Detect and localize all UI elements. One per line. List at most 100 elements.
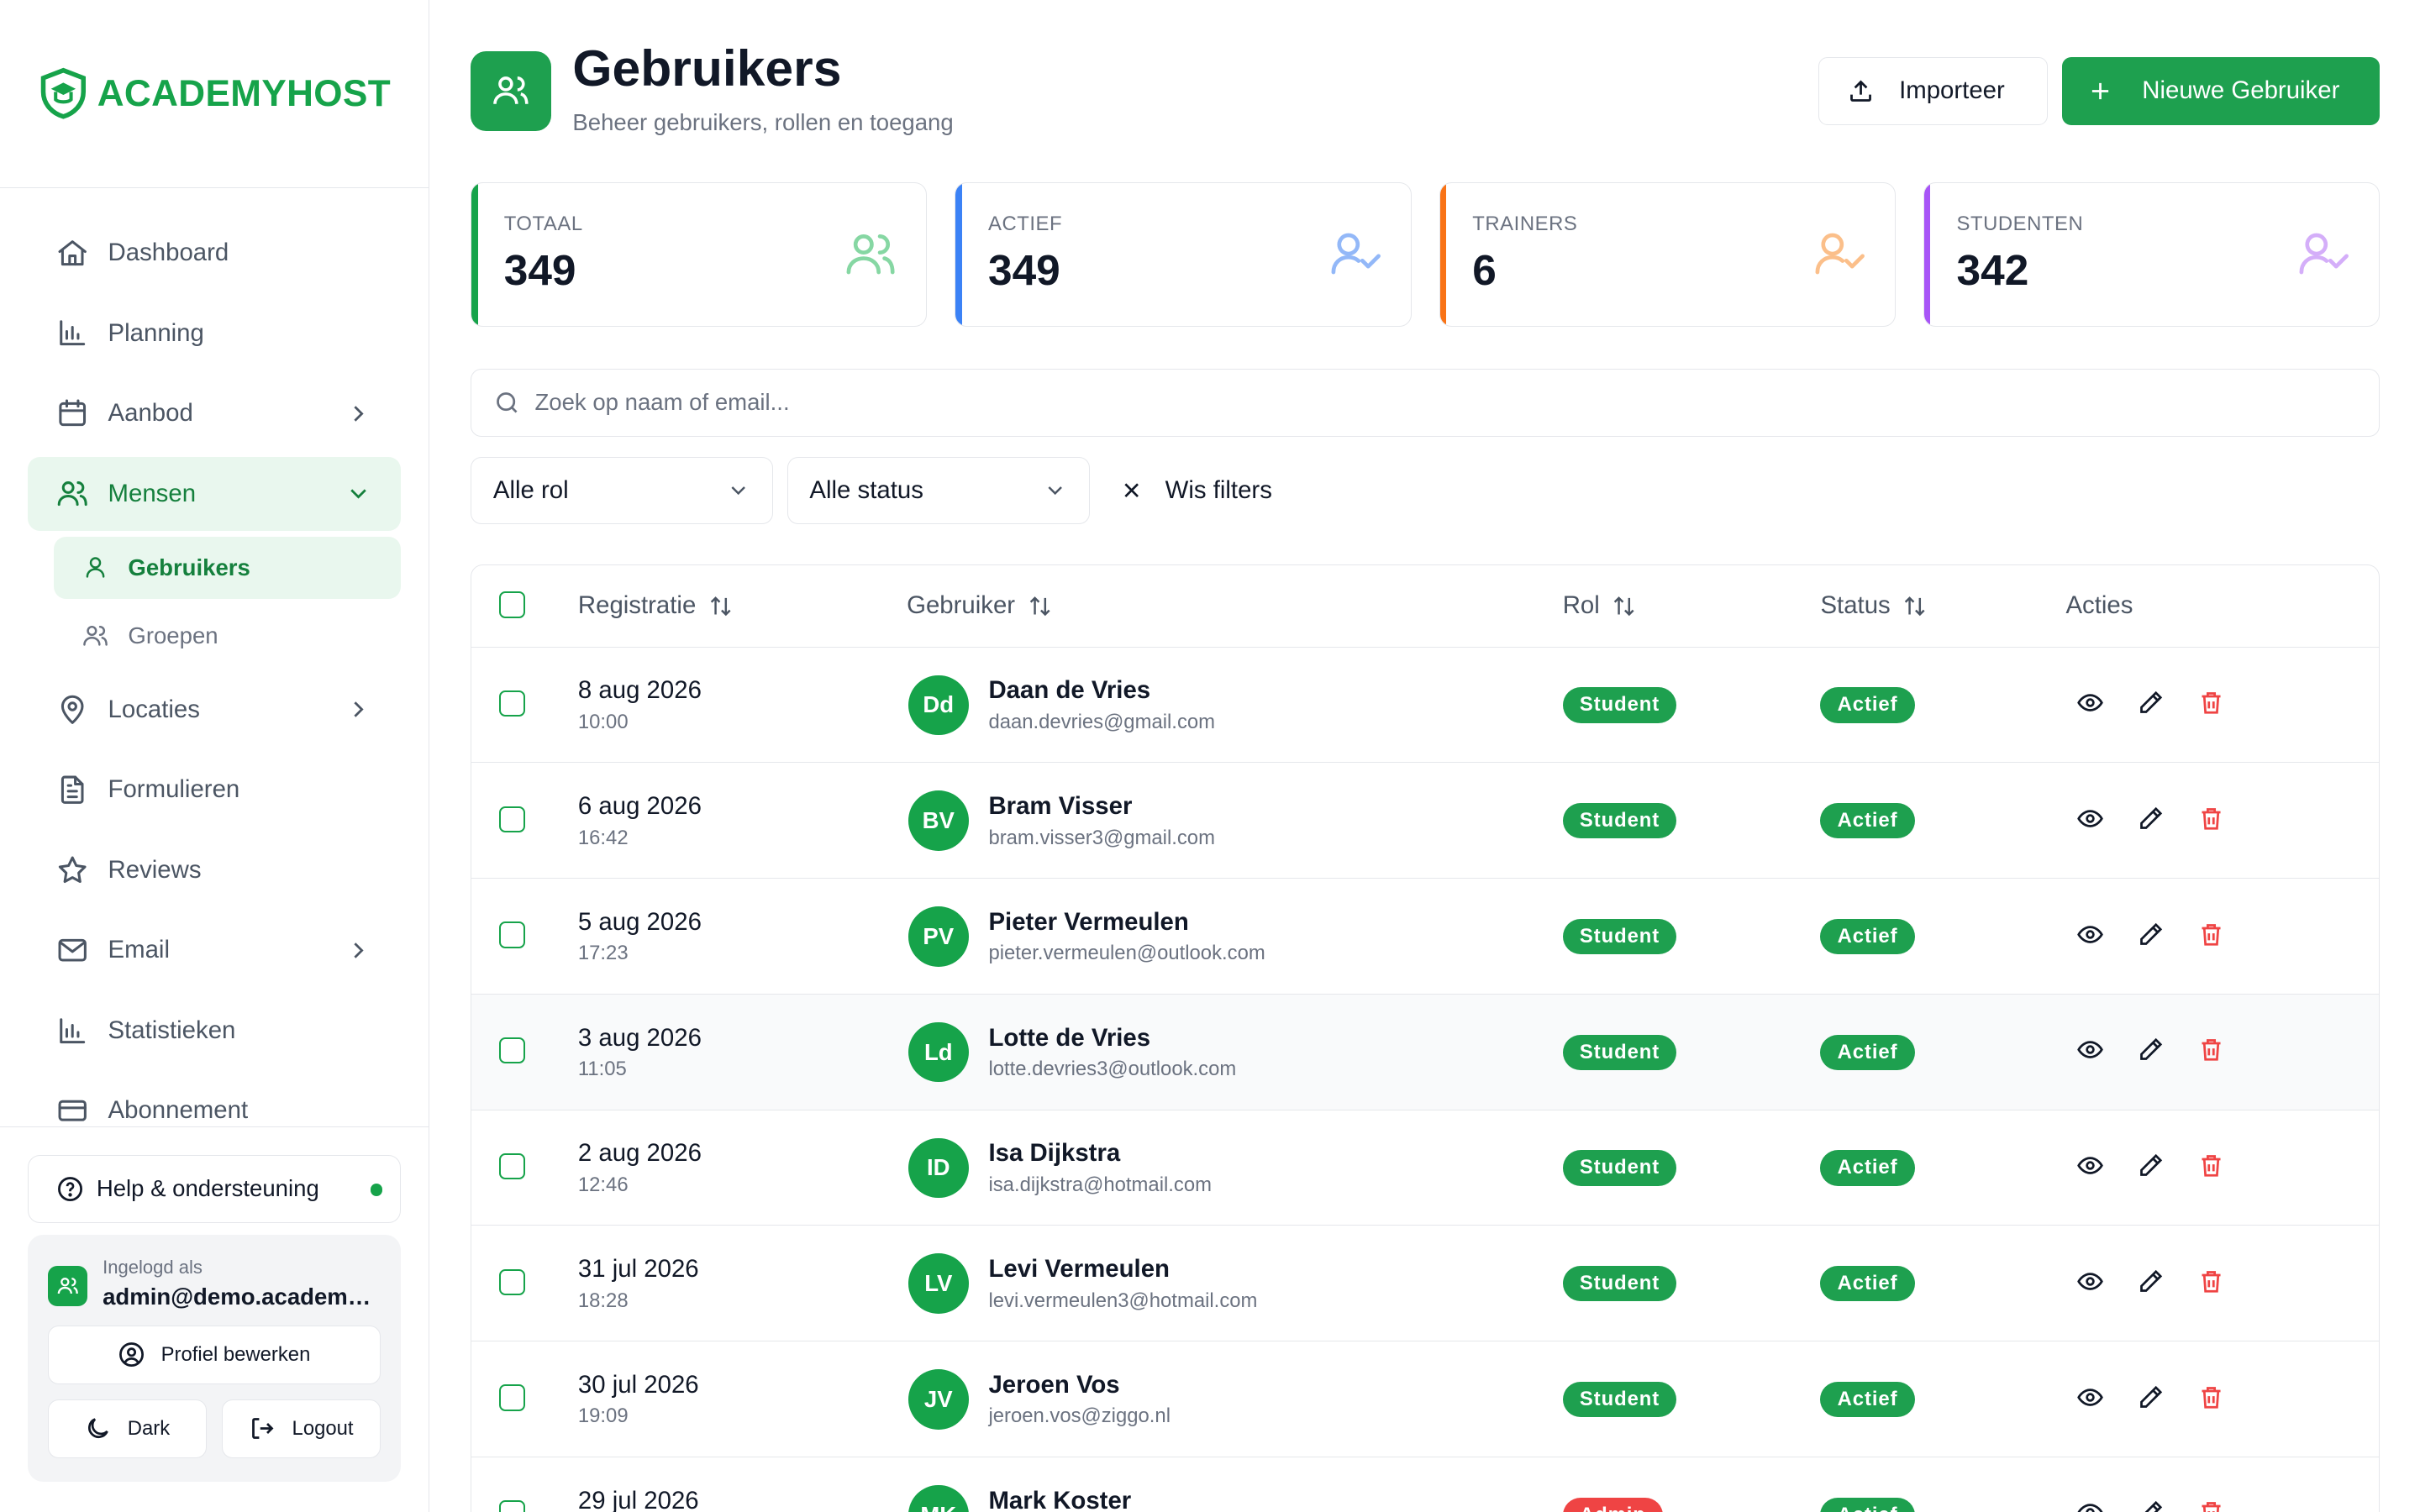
users-page-icon bbox=[471, 50, 551, 132]
user-name[interactable]: Lotte de Vries bbox=[988, 1023, 1151, 1052]
row-checkbox[interactable] bbox=[499, 1384, 526, 1411]
table-row[interactable]: 8 aug 2026 10:00 Dd Daan de Vries daan.devri… bbox=[471, 647, 2380, 764]
sidebar-subitem-gebruikers[interactable]: Gebruikers bbox=[54, 537, 401, 599]
search-bar[interactable] bbox=[471, 368, 2381, 437]
delete-icon[interactable] bbox=[2197, 689, 2225, 717]
dark-mode-button[interactable]: Dark bbox=[47, 1399, 207, 1458]
registration-time: 19:09 bbox=[577, 1404, 629, 1428]
sidebar-item-label: Formulieren bbox=[108, 775, 240, 804]
column-status[interactable]: Status bbox=[1820, 591, 1927, 620]
view-icon[interactable] bbox=[2076, 921, 2104, 948]
column-gebruiker[interactable]: Gebruiker bbox=[907, 591, 1052, 620]
sidebar-item-locaties[interactable]: Locaties bbox=[28, 673, 401, 747]
row-checkbox[interactable] bbox=[499, 1037, 526, 1064]
logged-in-label: Ingelogd als bbox=[103, 1257, 203, 1278]
table-row[interactable]: 29 jul 2026 MK Mark Koster Admin Actief bbox=[471, 1457, 2380, 1512]
row-checkbox[interactable] bbox=[499, 1268, 526, 1295]
delete-icon[interactable] bbox=[2197, 1383, 2225, 1411]
edit-icon[interactable] bbox=[2137, 1152, 2165, 1179]
edit-icon[interactable] bbox=[2137, 805, 2165, 832]
view-icon[interactable] bbox=[2076, 805, 2104, 832]
logout-button[interactable]: Logout bbox=[221, 1399, 381, 1458]
table-row[interactable]: 3 aug 2026 11:05 Ld Lotte de Vries lotte.dev… bbox=[471, 994, 2380, 1110]
role-badge: Admin bbox=[1562, 1497, 1663, 1512]
table-row[interactable]: 31 jul 2026 18:28 LV Levi Vermeulen levi.ver… bbox=[471, 1226, 2380, 1342]
role-filter-select[interactable]: Alle rol bbox=[471, 456, 774, 525]
status-badge: Actief bbox=[1820, 1150, 1915, 1186]
row-checkbox[interactable] bbox=[499, 1152, 526, 1180]
calendar-icon bbox=[55, 396, 89, 430]
table-body: 8 aug 2026 10:00 Dd Daan de Vries daan.devri… bbox=[471, 647, 2380, 1512]
view-icon[interactable] bbox=[2076, 1152, 2104, 1179]
edit-icon[interactable] bbox=[2137, 689, 2165, 717]
row-checkbox[interactable] bbox=[499, 921, 526, 948]
sidebar-item-email[interactable]: Email bbox=[28, 913, 401, 987]
row-checkbox[interactable] bbox=[499, 806, 526, 832]
table-row[interactable]: 2 aug 2026 12:46 ID Isa Dijkstra isa.dijkstr… bbox=[471, 1110, 2380, 1226]
brand-logo[interactable]: ACADEMYHOST bbox=[0, 0, 429, 189]
home-icon bbox=[55, 236, 89, 270]
user-name[interactable]: Daan de Vries bbox=[988, 676, 1151, 705]
table-row[interactable]: 6 aug 2026 16:42 BV Bram Visser bram.visser3… bbox=[471, 763, 2380, 879]
sidebar-subitem-groepen[interactable]: Groepen bbox=[54, 605, 400, 666]
delete-icon[interactable] bbox=[2197, 1268, 2225, 1295]
stat-label: TRAINERS bbox=[1472, 212, 1578, 235]
edit-icon[interactable] bbox=[2137, 921, 2165, 948]
edit-icon[interactable] bbox=[2137, 1383, 2165, 1411]
edit-icon[interactable] bbox=[2137, 1036, 2165, 1063]
delete-icon[interactable] bbox=[2197, 1499, 2225, 1512]
sidebar-item-aanbod[interactable]: Aanbod bbox=[28, 376, 401, 450]
row-actions bbox=[2076, 1036, 2224, 1063]
new-user-button[interactable]: Nieuwe Gebruiker bbox=[2061, 56, 2381, 125]
avatar: Ld bbox=[908, 1021, 969, 1083]
edit-icon[interactable] bbox=[2137, 1268, 2165, 1295]
clear-filters-button[interactable]: Wis filters bbox=[1119, 476, 1272, 505]
view-icon[interactable] bbox=[2076, 689, 2104, 717]
user-circle-icon bbox=[118, 1341, 145, 1368]
user-check-icon bbox=[1328, 226, 1383, 281]
online-status-dot bbox=[370, 1183, 383, 1196]
user-name[interactable]: Jeroen Vos bbox=[988, 1370, 1120, 1399]
delete-icon[interactable] bbox=[2197, 1152, 2225, 1179]
users-icon bbox=[843, 226, 898, 281]
delete-icon[interactable] bbox=[2197, 1036, 2225, 1063]
edit-icon[interactable] bbox=[2137, 1499, 2165, 1512]
sidebar-item-planning[interactable]: Planning bbox=[28, 297, 401, 370]
delete-icon[interactable] bbox=[2197, 921, 2225, 948]
user-name[interactable]: Mark Koster bbox=[988, 1486, 1132, 1512]
view-icon[interactable] bbox=[2076, 1499, 2104, 1512]
dark-mode-label: Dark bbox=[127, 1416, 171, 1440]
user-name[interactable]: Bram Visser bbox=[988, 792, 1133, 821]
search-icon bbox=[493, 389, 521, 417]
registration-date: 30 jul 2026 bbox=[577, 1370, 699, 1399]
column-registratie[interactable]: Registratie bbox=[578, 591, 733, 620]
view-icon[interactable] bbox=[2076, 1268, 2104, 1295]
search-input[interactable] bbox=[534, 389, 1924, 417]
edit-profile-button[interactable]: Profiel bewerken bbox=[47, 1325, 381, 1384]
role-badge: Student bbox=[1562, 803, 1677, 839]
sidebar-item-reviews[interactable]: Reviews bbox=[28, 833, 401, 907]
sidebar-item-statistieken[interactable]: Statistieken bbox=[28, 994, 401, 1068]
sidebar-item-mensen[interactable]: Mensen bbox=[28, 456, 401, 531]
user-name[interactable]: Pieter Vermeulen bbox=[988, 907, 1189, 936]
status-filter-select[interactable]: Alle status bbox=[786, 456, 1090, 525]
view-icon[interactable] bbox=[2076, 1383, 2104, 1411]
sidebar-item-abonnement[interactable]: Abonnement bbox=[28, 1074, 401, 1126]
sidebar-item-formulieren[interactable]: Formulieren bbox=[28, 753, 401, 827]
view-icon[interactable] bbox=[2076, 1036, 2104, 1063]
help-button[interactable]: Help & ondersteuning bbox=[28, 1154, 401, 1223]
main-navigation: Dashboard Planning Aanbod Mensen Gebruikers G… bbox=[0, 188, 429, 1126]
sidebar-item-dashboard[interactable]: Dashboard bbox=[28, 216, 401, 290]
user-name[interactable]: Isa Dijkstra bbox=[988, 1139, 1121, 1168]
user-name[interactable]: Levi Vermeulen bbox=[988, 1255, 1170, 1284]
table-row[interactable]: 30 jul 2026 19:09 JV Jeroen Vos jeroen.vos@z… bbox=[471, 1341, 2380, 1457]
row-checkbox[interactable] bbox=[499, 1500, 526, 1512]
column-rol[interactable]: Rol bbox=[1563, 591, 1637, 620]
delete-icon[interactable] bbox=[2197, 805, 2225, 832]
chevron-right-icon bbox=[354, 701, 365, 718]
row-checkbox[interactable] bbox=[499, 690, 526, 717]
import-button[interactable]: Importeer bbox=[1818, 56, 2049, 125]
select-all-checkbox[interactable] bbox=[499, 591, 526, 618]
table-row[interactable]: 5 aug 2026 17:23 PV Pieter Vermeulen pieter.… bbox=[471, 879, 2380, 995]
chevron-down-icon bbox=[731, 486, 745, 495]
